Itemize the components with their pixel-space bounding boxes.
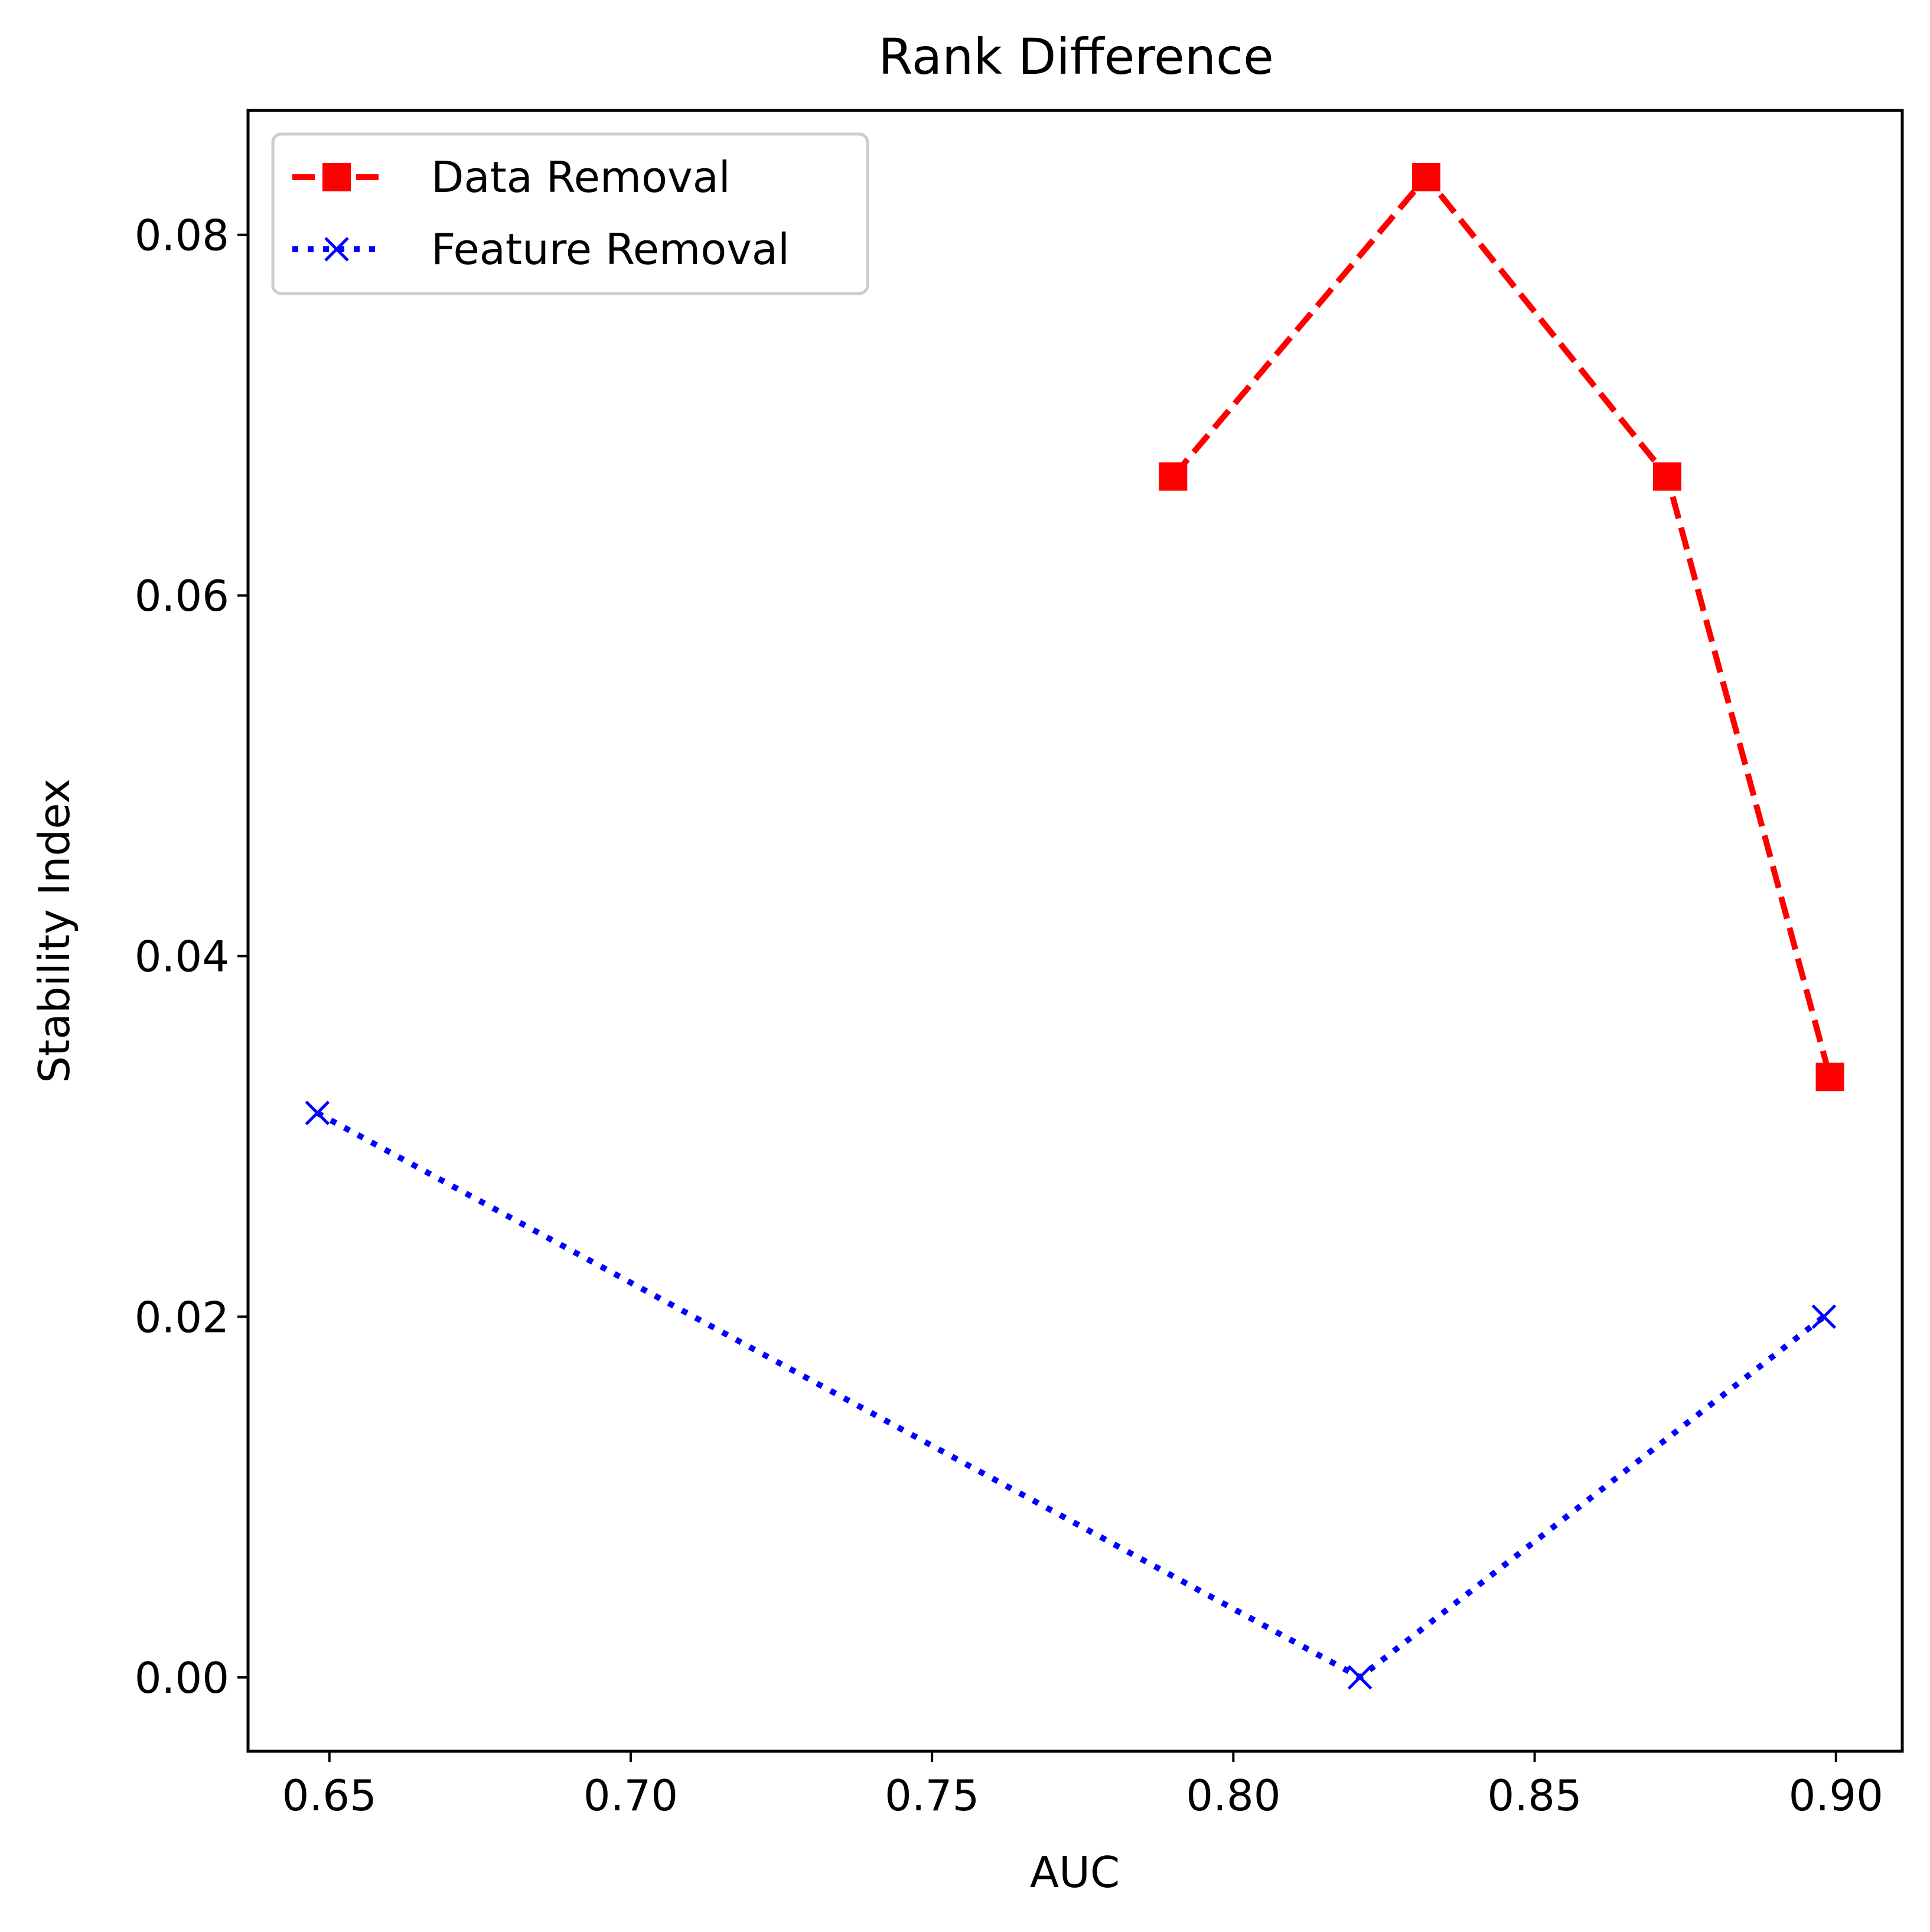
legend-frame bbox=[271, 132, 869, 295]
y-axis-label: Stability Index bbox=[30, 778, 79, 1083]
x-tick-label-3: 0.75 bbox=[885, 1771, 979, 1820]
data-point-data-removal-1 bbox=[1159, 462, 1188, 491]
data-point-feature-removal-1 bbox=[305, 1100, 330, 1126]
legend-marker-data-removal bbox=[322, 163, 351, 191]
legend-sample-feature-removal bbox=[292, 237, 381, 262]
data-point-feature-removal-2 bbox=[1347, 1665, 1372, 1690]
data-point-feature-removal-1-stroke-b bbox=[305, 1100, 330, 1126]
plot-area bbox=[305, 162, 1844, 1690]
data-point-feature-removal-2-stroke-b bbox=[1347, 1665, 1372, 1690]
legend-marker-feature-removal-stroke-b bbox=[324, 237, 349, 262]
y-tick-label-3: 0.04 bbox=[135, 932, 229, 982]
y-tick-label-1: 0.00 bbox=[135, 1653, 229, 1703]
x-tick-label-2: 0.70 bbox=[583, 1771, 678, 1820]
legend-label-data-removal: Data Removal bbox=[431, 152, 731, 202]
data-point-feature-removal-3 bbox=[1811, 1304, 1837, 1330]
y-axis: 0.00 0.02 0.04 0.06 0.08 bbox=[135, 211, 248, 1703]
data-point-feature-removal-3-stroke-b bbox=[1811, 1304, 1837, 1330]
x-tick-label-4: 0.80 bbox=[1186, 1771, 1280, 1820]
data-point-data-removal-2 bbox=[1411, 162, 1440, 191]
series-line-data-removal bbox=[1171, 174, 1833, 1078]
x-tick-label-6: 0.90 bbox=[1789, 1771, 1883, 1820]
x-axis: 0.65 0.70 0.75 0.80 0.85 0.90 bbox=[282, 1751, 1883, 1820]
axes-frame bbox=[246, 109, 1904, 1753]
x-tick-label-1: 0.65 bbox=[282, 1771, 377, 1820]
legend: Data Removal Feature Removal bbox=[271, 132, 869, 295]
x-tick-label-5: 0.85 bbox=[1487, 1771, 1582, 1820]
y-tick-label-2: 0.02 bbox=[135, 1292, 229, 1342]
data-point-data-removal-4 bbox=[1815, 1063, 1844, 1092]
legend-sample-data-removal bbox=[292, 163, 381, 191]
legend-marker-feature-removal bbox=[324, 237, 349, 262]
y-tick-label-4: 0.06 bbox=[135, 571, 229, 621]
x-axis-label: AUC bbox=[1030, 1848, 1120, 1897]
data-point-data-removal-3 bbox=[1653, 462, 1682, 491]
legend-label-feature-removal: Feature Removal bbox=[431, 224, 790, 274]
chart-title: Rank Difference bbox=[878, 28, 1274, 86]
y-tick-label-5: 0.08 bbox=[135, 211, 229, 260]
